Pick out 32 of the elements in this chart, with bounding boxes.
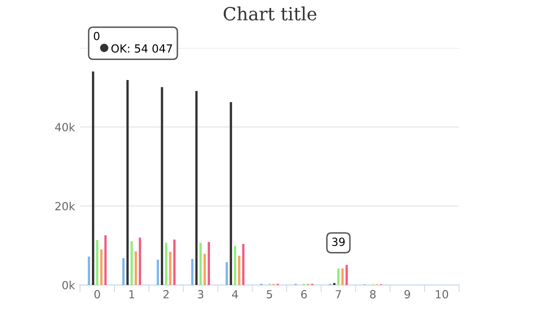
bar (134, 251, 137, 285)
x-tick-label: 4 (232, 290, 238, 298)
bar (208, 242, 210, 285)
bar (100, 249, 102, 285)
x-tick-label: 0 (94, 290, 100, 298)
bar (346, 264, 348, 285)
bar (130, 241, 133, 285)
bar (156, 260, 160, 285)
bar (204, 254, 206, 285)
x-tick-label: 7 (336, 290, 341, 298)
x-tick-label: 5 (266, 290, 272, 298)
x-tick-label: 9 (404, 290, 410, 298)
x-tick-label: 10 (436, 290, 448, 298)
x-tick-label: 2 (163, 290, 169, 298)
bar (226, 262, 228, 285)
bar (96, 240, 98, 285)
x-tick-label: 1 (129, 290, 134, 298)
bar (169, 252, 172, 285)
annotation: 39 (332, 238, 345, 246)
x-tick-label: 3 (198, 290, 204, 298)
bar (165, 242, 168, 285)
bar (242, 244, 244, 285)
text: OK: 54 047 (111, 44, 172, 53)
category-label: 0 (94, 32, 100, 40)
bar (238, 256, 240, 285)
y-tick-label: 40k (55, 122, 76, 132)
bar (191, 258, 194, 285)
chart-title: Chart title (224, 6, 316, 21)
y-tick-label: 0k (62, 280, 76, 290)
x-tick-label: 8 (370, 290, 376, 298)
x-tick-label: 6 (301, 290, 307, 298)
y-tick-label: 20k (55, 202, 76, 210)
